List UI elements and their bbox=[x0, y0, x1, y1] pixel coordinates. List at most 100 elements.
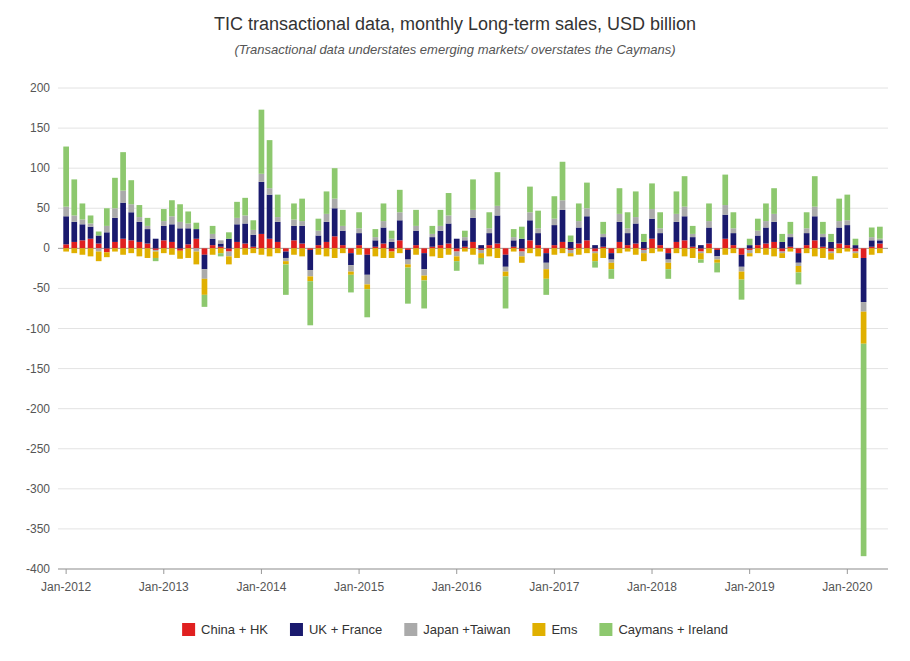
bar bbox=[828, 253, 834, 259]
bar bbox=[861, 302, 867, 312]
bar bbox=[706, 248, 712, 253]
bar bbox=[324, 248, 330, 256]
y-tick-label: -300 bbox=[26, 482, 50, 496]
bar bbox=[193, 248, 199, 251]
bar bbox=[137, 217, 143, 222]
bar bbox=[421, 280, 427, 308]
bar bbox=[576, 203, 582, 221]
bar bbox=[429, 237, 435, 247]
bar bbox=[259, 248, 265, 254]
bar bbox=[161, 248, 167, 253]
bar bbox=[608, 248, 614, 253]
bar bbox=[446, 223, 452, 243]
legend-label: Ems bbox=[551, 622, 578, 637]
bar bbox=[690, 248, 696, 258]
bar bbox=[503, 248, 509, 254]
bar bbox=[332, 199, 338, 209]
bar bbox=[682, 248, 688, 256]
bar bbox=[381, 203, 387, 221]
bar bbox=[665, 263, 671, 269]
bar bbox=[755, 219, 761, 231]
bar bbox=[63, 147, 69, 207]
bar bbox=[535, 245, 541, 248]
bar bbox=[641, 253, 647, 261]
bar bbox=[657, 212, 663, 228]
legend-label: Japan +Taiwan bbox=[423, 622, 510, 637]
bar bbox=[714, 263, 720, 273]
bar bbox=[283, 252, 289, 258]
bar bbox=[560, 162, 566, 200]
bar bbox=[682, 176, 688, 206]
x-tick bbox=[66, 569, 67, 574]
bar bbox=[747, 239, 753, 245]
x-tick-label: Jan-2020 bbox=[822, 580, 872, 594]
bar bbox=[405, 260, 411, 265]
bar bbox=[340, 231, 346, 245]
bar bbox=[283, 258, 289, 261]
bar bbox=[641, 242, 647, 248]
bar bbox=[438, 226, 444, 231]
bar bbox=[80, 203, 86, 219]
bar bbox=[389, 231, 395, 239]
bar bbox=[128, 248, 134, 253]
bar bbox=[438, 245, 444, 248]
bar bbox=[226, 232, 232, 238]
bar bbox=[877, 239, 883, 241]
bar bbox=[617, 222, 623, 242]
bar bbox=[869, 247, 875, 249]
bar bbox=[267, 188, 273, 194]
bar bbox=[649, 248, 655, 253]
bar bbox=[519, 256, 525, 262]
bar bbox=[796, 248, 802, 253]
bar bbox=[250, 247, 256, 249]
bar bbox=[234, 218, 240, 224]
bar bbox=[161, 240, 167, 248]
bar bbox=[600, 248, 606, 258]
bar bbox=[316, 231, 322, 236]
bar bbox=[71, 242, 77, 248]
bar bbox=[299, 221, 305, 226]
bar bbox=[218, 240, 224, 243]
bar bbox=[755, 245, 761, 248]
bar bbox=[259, 110, 265, 174]
bar bbox=[877, 240, 883, 243]
bar bbox=[576, 221, 582, 227]
bar bbox=[812, 176, 818, 206]
bar bbox=[527, 212, 533, 220]
bar bbox=[462, 248, 468, 251]
bar bbox=[543, 263, 549, 269]
bar bbox=[836, 248, 842, 253]
bar bbox=[63, 248, 69, 251]
bar bbox=[145, 218, 151, 226]
bar bbox=[552, 196, 558, 218]
bar bbox=[869, 228, 875, 238]
bar bbox=[495, 206, 501, 216]
x-tick-label: Jan-2014 bbox=[236, 580, 286, 594]
grid-line bbox=[58, 88, 888, 89]
y-tick-label: -150 bbox=[26, 362, 50, 376]
bar bbox=[608, 269, 614, 279]
grid-line bbox=[58, 448, 888, 449]
grid-line bbox=[58, 368, 888, 369]
bar bbox=[332, 208, 338, 236]
bar bbox=[682, 216, 688, 240]
bar bbox=[348, 253, 354, 265]
bar bbox=[421, 248, 427, 253]
bar bbox=[356, 233, 362, 245]
bar bbox=[503, 267, 509, 272]
bar bbox=[356, 248, 362, 254]
bar bbox=[779, 252, 785, 254]
bar bbox=[682, 207, 688, 217]
bar bbox=[812, 216, 818, 240]
bar bbox=[560, 200, 566, 210]
bar bbox=[861, 344, 867, 556]
bar bbox=[397, 212, 403, 220]
bar bbox=[185, 223, 191, 228]
y-tick-label: -400 bbox=[26, 562, 50, 576]
bar bbox=[71, 248, 77, 253]
bar bbox=[674, 242, 680, 248]
bar bbox=[267, 195, 273, 239]
bar bbox=[560, 242, 566, 248]
bar bbox=[364, 289, 370, 317]
bar bbox=[421, 253, 427, 269]
